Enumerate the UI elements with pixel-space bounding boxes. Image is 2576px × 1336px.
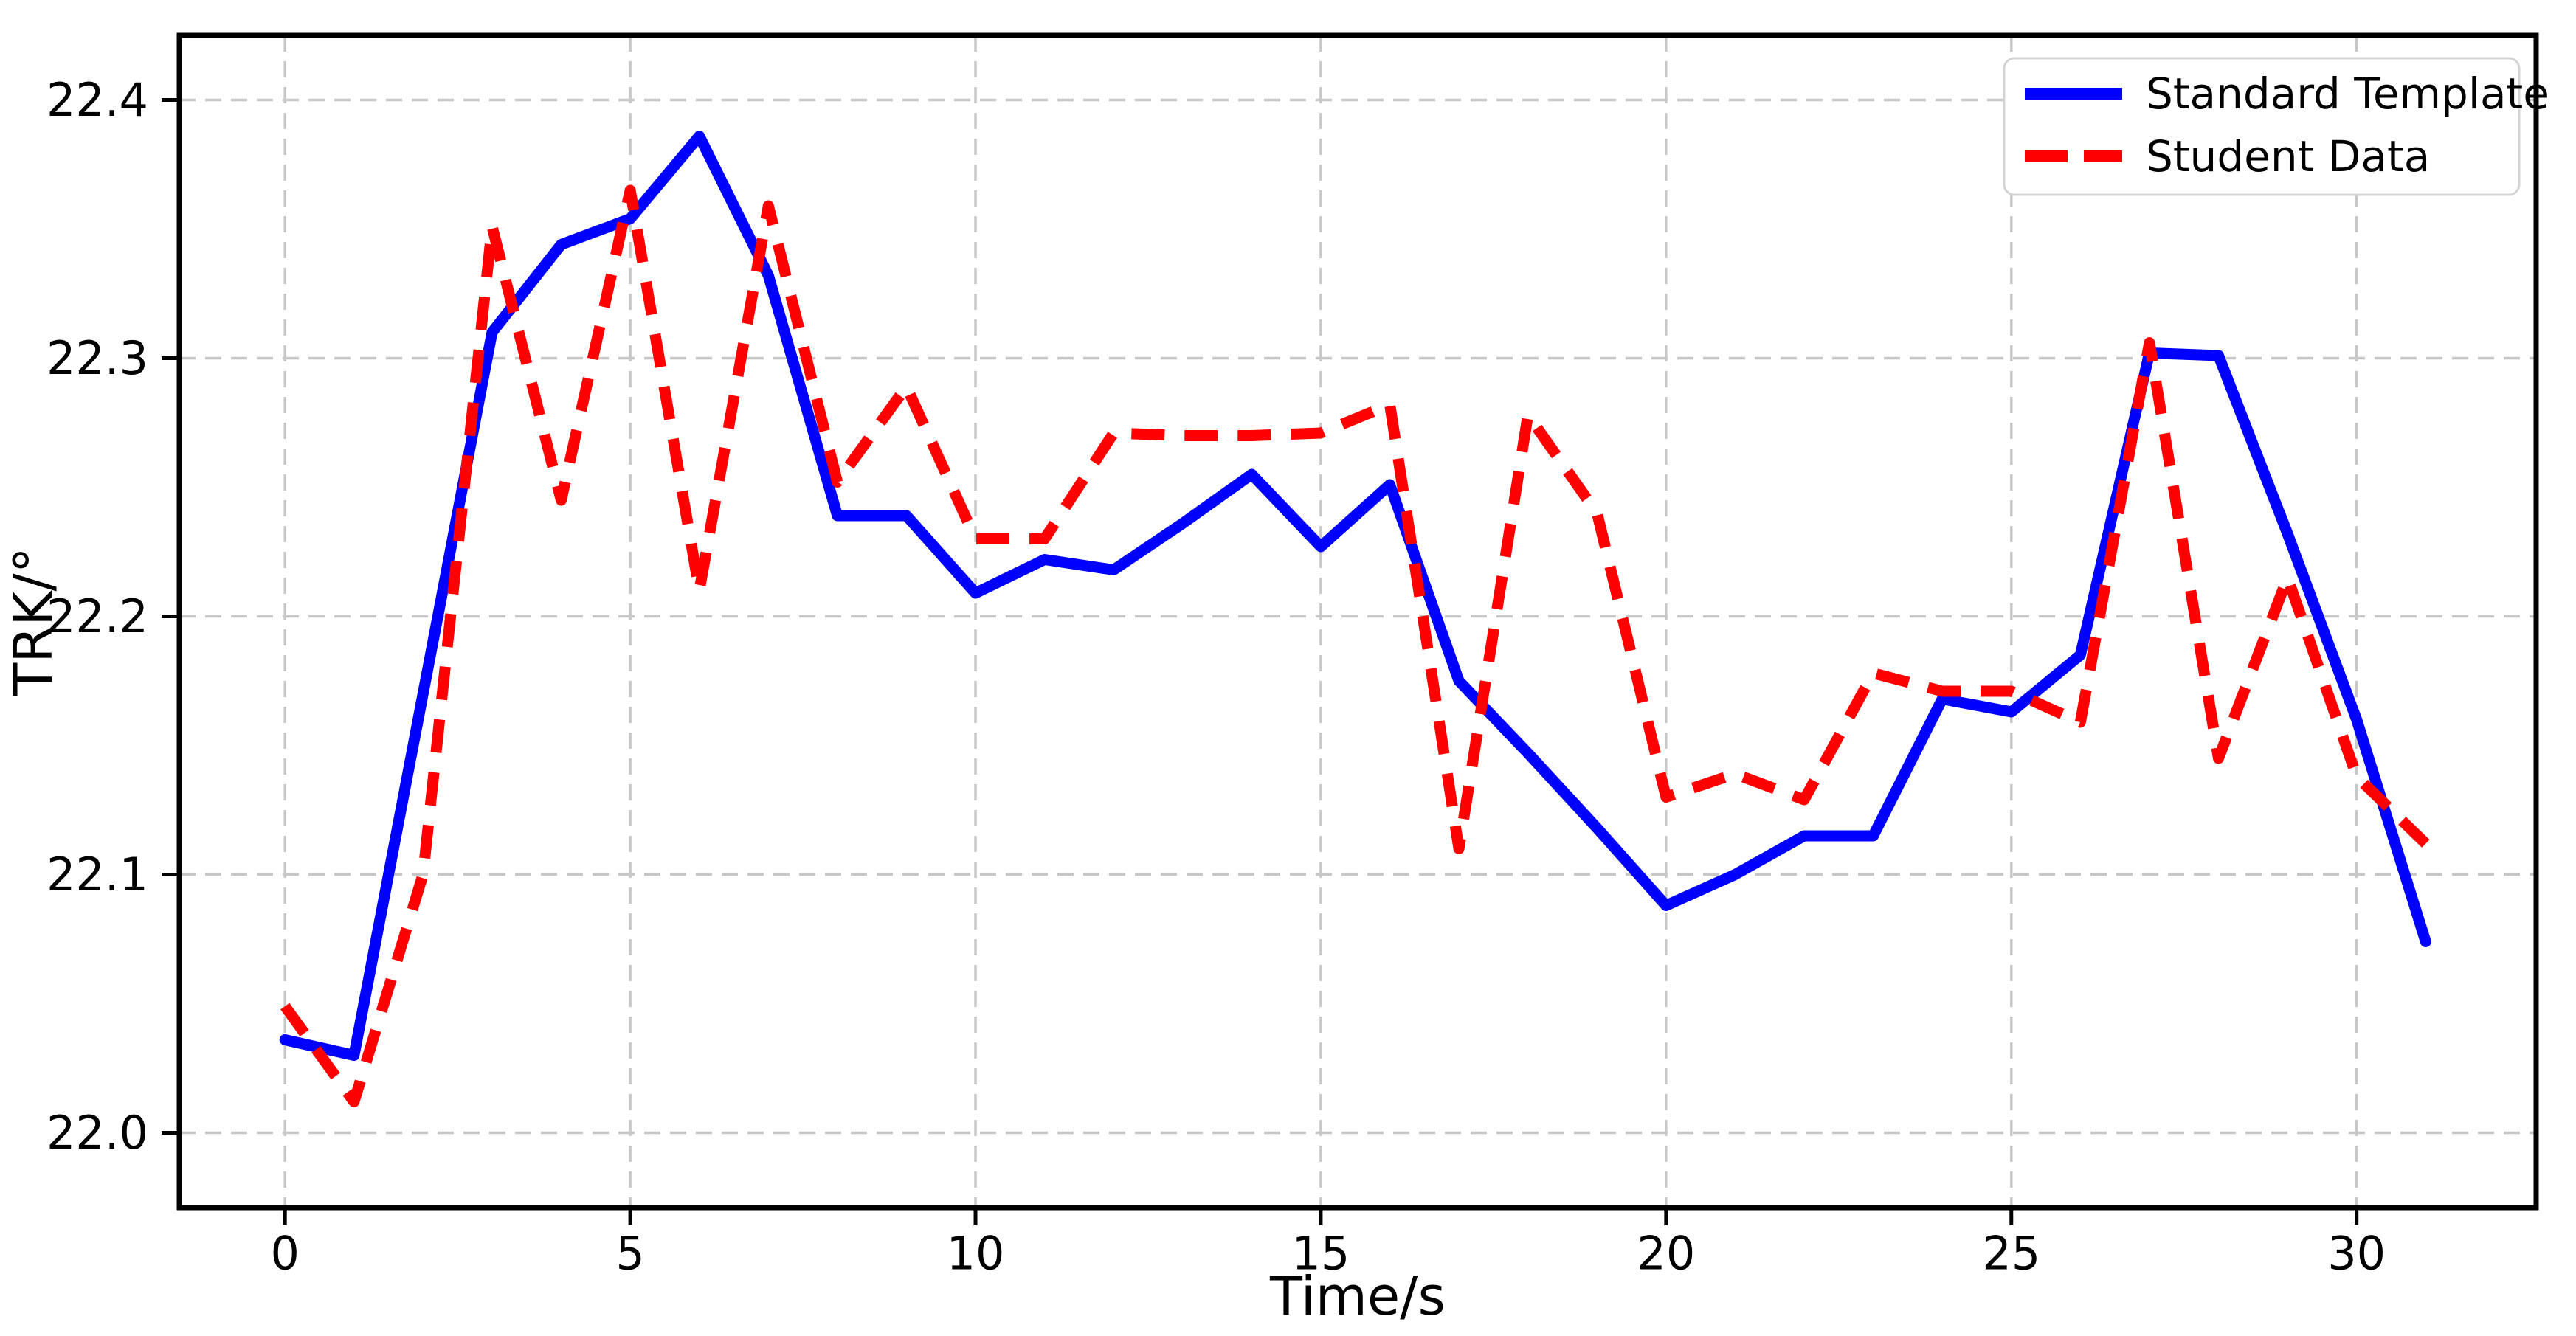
axis-ticks: 0 5 10 15 20 25 30 22.0 22.1 22.2 22.3 22.4 — [46, 73, 2386, 1281]
x-tick-label: 5 — [615, 1227, 644, 1281]
series-line-standard-template — [279, 131, 2431, 1061]
y-tick-label: 22.0 — [46, 1106, 148, 1160]
grid-lines — [179, 35, 2536, 1208]
x-tick-label: 10 — [947, 1227, 1005, 1281]
data-series — [279, 131, 2431, 1107]
legend: Standard Template Student Data — [2003, 57, 2549, 196]
y-tick-label: 22.1 — [46, 848, 148, 901]
legend-box — [2003, 57, 2521, 196]
y-tick-label: 22.2 — [46, 589, 148, 643]
x-tick-label: 0 — [270, 1227, 299, 1281]
x-tick-label: 30 — [2327, 1227, 2386, 1281]
plot-frame — [176, 32, 2539, 1211]
legend-label-student-data: Student Data — [2146, 131, 2430, 181]
x-tick-label: 20 — [1637, 1227, 1695, 1281]
x-tick-label: 15 — [1291, 1227, 1350, 1281]
series-line-student-data — [280, 184, 2430, 1107]
legend-label-standard-template: Standard Template — [2146, 69, 2549, 119]
y-tick-label: 22.4 — [46, 73, 148, 127]
y-tick-label: 22.3 — [46, 331, 148, 385]
x-tick-label: 25 — [1982, 1227, 2040, 1281]
y-axis-label: TRK/° — [2, 547, 64, 696]
x-axis-label: Time/s — [1269, 1265, 1446, 1327]
